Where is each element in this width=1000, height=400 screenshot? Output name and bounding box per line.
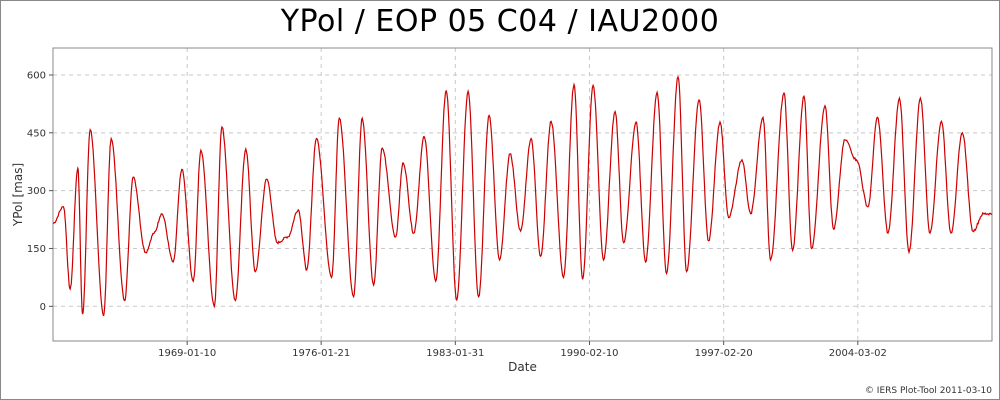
x-tick-label: 1997-02-20 xyxy=(695,348,753,359)
x-tick-label: 2004-03-02 xyxy=(829,348,887,359)
plot-area xyxy=(52,47,993,342)
y-tick-label: 300 xyxy=(27,186,46,197)
x-tick-label: 1990-02-10 xyxy=(560,348,618,359)
x-tick-label: 1969-01-10 xyxy=(158,348,216,359)
y-tick-label: 600 xyxy=(27,70,46,81)
y-tick-label: 150 xyxy=(27,244,46,255)
chart-title: YPol / EOP 05 C04 / IAU2000 xyxy=(280,4,720,39)
x-axis-label: Date xyxy=(508,360,537,374)
grid-lines xyxy=(53,48,992,341)
x-tick-label: 1983-01-31 xyxy=(426,348,484,359)
y-tick-label: 450 xyxy=(27,128,46,139)
plot-tool-credit: © IERS Plot-Tool 2011-03-10 xyxy=(864,386,992,396)
axis-ticks: 0 150 300 450 600 1969-01-10 1976-01-21 1983-01… xyxy=(27,70,887,359)
series-line xyxy=(52,75,993,317)
y-tick-label: 0 xyxy=(40,302,46,313)
y-axis-label: YPol [mas] xyxy=(11,163,25,227)
x-tick-label: 1976-01-21 xyxy=(292,348,350,359)
